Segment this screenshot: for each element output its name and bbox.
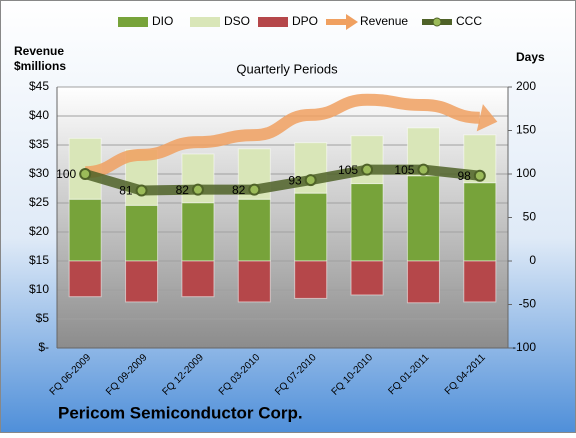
legend-swatch	[432, 17, 442, 27]
bar	[181, 202, 215, 262]
revenue-arrowhead	[476, 104, 498, 132]
bar	[294, 192, 328, 262]
subtitle: Quarterly Periods	[236, 61, 338, 76]
ccc-marker	[248, 183, 261, 196]
bar	[406, 175, 440, 262]
y-tick-label: $45	[29, 79, 49, 93]
data-label: 105	[394, 163, 414, 177]
y-tick-label: $5	[36, 311, 50, 325]
bar	[406, 260, 440, 304]
bar	[125, 260, 159, 303]
y-tick-label: $-	[38, 340, 49, 354]
bar	[294, 260, 328, 299]
legend-label: CCC	[456, 14, 482, 28]
ccc-marker	[473, 169, 486, 182]
y2-tick-label: 200	[516, 79, 536, 93]
y2-tick-label: 50	[523, 210, 537, 224]
data-label: 100	[56, 167, 76, 181]
y-tick-label: $35	[29, 137, 49, 151]
bar	[463, 182, 497, 262]
y-axis-label: Revenue	[14, 44, 64, 58]
legend-swatch	[190, 17, 220, 27]
bar	[68, 260, 102, 298]
legend-swatch	[258, 17, 288, 27]
bar	[237, 198, 271, 262]
bar	[125, 204, 159, 262]
bar	[181, 260, 215, 298]
bar	[350, 183, 384, 262]
y-tick-label: $15	[29, 253, 49, 267]
ccc-marker	[191, 183, 204, 196]
data-label: 93	[288, 173, 302, 187]
y2-axis-label: Days	[516, 50, 545, 64]
legend-swatch	[346, 14, 358, 30]
data-label: 98	[457, 169, 471, 183]
y2-tick-label: 0	[529, 253, 536, 267]
chart-title: Pericom Semiconductor Corp.	[58, 403, 303, 422]
ccc-marker	[417, 163, 430, 176]
ccc-marker	[135, 184, 148, 197]
y-axis-label: $millions	[14, 59, 66, 73]
data-label: 81	[119, 184, 133, 198]
bar	[68, 198, 102, 262]
legend-label: DPO	[292, 14, 318, 28]
y2-tick-label: 100	[516, 166, 536, 180]
ccc-marker	[304, 174, 317, 187]
legend-label: DSO	[224, 14, 250, 28]
y-tick-label: $10	[29, 282, 49, 296]
ccc-line	[83, 164, 481, 196]
y-tick-label: $40	[29, 108, 49, 122]
ccc-marker	[79, 168, 92, 180]
bar	[237, 260, 271, 303]
legend-swatch	[118, 17, 148, 27]
y-tick-label: $20	[29, 224, 49, 238]
data-label: 82	[176, 183, 190, 197]
revenue-line	[84, 93, 481, 179]
bar	[463, 260, 497, 303]
y-tick-label: $25	[29, 195, 49, 209]
legend-label: DIO	[152, 14, 173, 28]
y2-tick-label: -50	[519, 297, 537, 311]
y2-tick-label: -100	[512, 340, 536, 354]
legend-label: Revenue	[360, 14, 408, 28]
y-tick-label: $30	[29, 166, 49, 180]
y2-tick-label: 150	[516, 123, 536, 137]
bar	[350, 260, 384, 296]
data-label: 82	[232, 183, 246, 197]
data-label: 105	[338, 163, 358, 177]
ccc-marker	[361, 163, 374, 176]
